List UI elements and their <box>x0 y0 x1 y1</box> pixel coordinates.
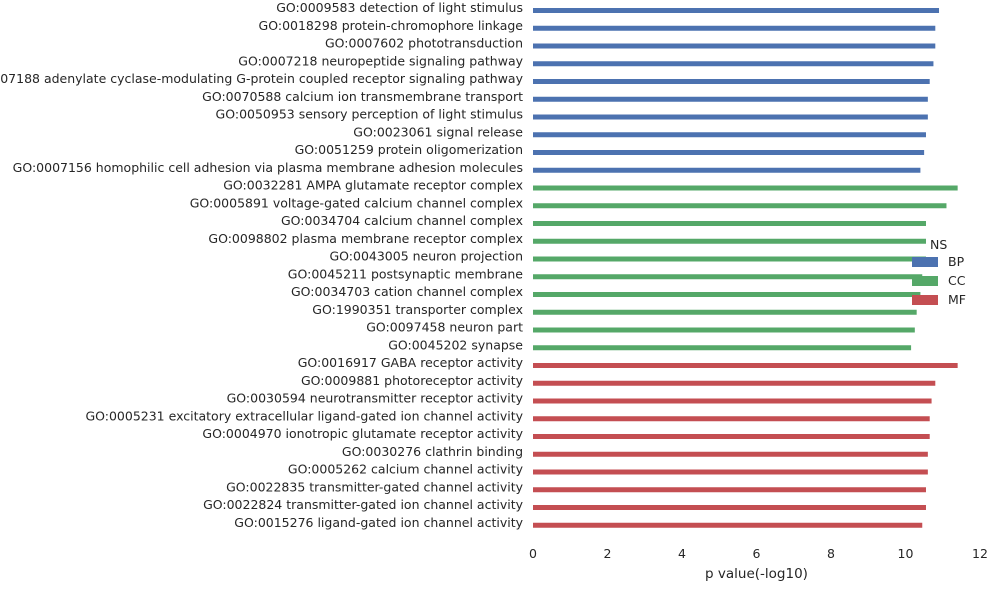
category-label-17: GO:0034703 cation channel complex <box>291 284 523 299</box>
category-label-25: GO:0004970 ionotropic glutamate receptor… <box>202 426 523 441</box>
category-label-14: GO:0098802 plasma membrane receptor comp… <box>208 231 523 246</box>
category-label-21: GO:0016917 GABA receptor activity <box>298 355 524 370</box>
legend-label-cc: CC <box>948 273 966 288</box>
bar-21 <box>533 363 958 368</box>
bars-layer <box>533 8 958 528</box>
x-tick-label-10: 10 <box>898 546 914 561</box>
bar-15 <box>533 256 926 262</box>
bar-1 <box>533 8 940 13</box>
category-label-19: GO:0097458 neuron part <box>366 320 523 335</box>
bar-9 <box>533 150 925 155</box>
legend-label-bp: BP <box>948 254 965 269</box>
category-label-15: GO:0043005 neuron projection <box>329 249 523 264</box>
category-label-1: GO:0009583 detection of light stimulus <box>276 0 523 15</box>
x-tick-label-8: 8 <box>827 546 835 561</box>
category-label-11: GO:0032281 AMPA glutamate receptor compl… <box>223 178 523 193</box>
bar-6 <box>533 96 928 102</box>
legend-title: NS <box>930 237 947 252</box>
x-tick-label-12: 12 <box>972 546 988 561</box>
x-tick-label-6: 6 <box>753 546 761 561</box>
bar-27 <box>533 469 928 475</box>
legend-swatch-cc <box>912 276 938 286</box>
category-labels: GO:0009583 detection of light stimulus GO… <box>0 0 524 530</box>
category-label-4: GO:0007218 neuropeptide signaling pathwa… <box>238 53 523 68</box>
bar-17 <box>533 292 921 297</box>
bar-22 <box>533 380 936 386</box>
x-axis-ticks: 0 2 4 6 8 10 12 <box>529 546 988 561</box>
bar-20 <box>533 345 912 351</box>
x-axis-title: p value(-log10) <box>705 566 808 582</box>
category-label-10: GO:0007156 homophilic cell adhesion via … <box>13 160 523 175</box>
category-label-30: GO:0015276 ligand-gated ion channel acti… <box>234 515 523 530</box>
legend-label-mf: MF <box>948 292 966 307</box>
bar-18 <box>533 309 917 315</box>
category-label-2: GO:0018298 protein-chromophore linkage <box>259 18 524 33</box>
bar-16 <box>533 274 923 280</box>
category-label-13: GO:0034704 calcium channel complex <box>281 213 523 228</box>
bar-26 <box>533 451 928 457</box>
legend-swatch-bp <box>912 257 938 267</box>
legend-swatch-mf <box>912 295 938 305</box>
x-tick-label-0: 0 <box>529 546 537 561</box>
category-label-8: GO:0023061 signal release <box>353 124 523 139</box>
bar-25 <box>533 434 930 439</box>
x-tick-label-4: 4 <box>678 546 686 561</box>
category-label-26: GO:0030276 clathrin binding <box>342 444 523 459</box>
category-label-24: GO:0005231 excitatory extracellular liga… <box>85 408 523 423</box>
bar-14 <box>533 238 926 244</box>
bar-30 <box>533 522 923 528</box>
bar-11 <box>533 185 958 191</box>
category-label-27: GO:0005262 calcium channel activity <box>288 462 524 477</box>
category-label-3: GO:0007602 phototransduction <box>325 36 523 51</box>
bar-24 <box>533 416 930 422</box>
bar-7 <box>533 114 928 120</box>
bar-8 <box>533 132 926 138</box>
category-label-22: GO:0009881 photoreceptor activity <box>301 373 524 388</box>
category-label-9: GO:0051259 protein oligomerization <box>295 142 523 157</box>
category-label-18: GO:1990351 transporter complex <box>312 302 523 317</box>
category-label-28: GO:0022835 transmitter-gated channel act… <box>226 479 523 494</box>
bar-23 <box>533 398 932 404</box>
bar-4 <box>533 61 934 67</box>
x-tick-label-2: 2 <box>604 546 612 561</box>
bar-5 <box>533 79 930 84</box>
bar-13 <box>533 221 926 226</box>
category-label-20: GO:0045202 synapse <box>388 337 523 352</box>
category-label-12: GO:0005891 voltage-gated calcium channel… <box>190 195 523 210</box>
bar-19 <box>533 327 915 333</box>
bar-28 <box>533 487 926 493</box>
category-label-29: GO:0022824 transmitter-gated ion channel… <box>203 497 524 512</box>
category-label-16: GO:0045211 postsynaptic membrane <box>288 266 524 281</box>
category-label-6: GO:0070588 calcium ion transmembrane tra… <box>202 89 523 104</box>
bar-2 <box>533 25 936 31</box>
bar-12 <box>533 203 947 209</box>
category-label-7: GO:0050953 sensory perception of light s… <box>216 107 523 122</box>
category-label-23: GO:0030594 neurotransmitter receptor act… <box>227 391 524 406</box>
bar-10 <box>533 167 921 173</box>
bar-3 <box>533 43 936 49</box>
category-label-5: GO:0007188 adenylate cyclase-modulating … <box>0 71 524 86</box>
bar-29 <box>533 505 926 510</box>
